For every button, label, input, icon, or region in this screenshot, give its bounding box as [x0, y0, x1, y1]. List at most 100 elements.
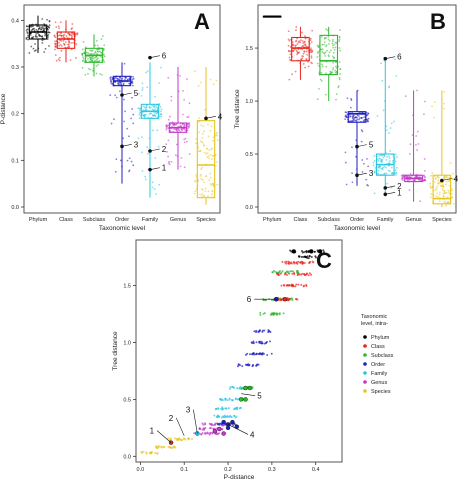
data-point: [155, 106, 158, 109]
data-point: [54, 48, 56, 51]
data-point: [436, 185, 439, 188]
data-point: [200, 177, 203, 180]
data-point: [160, 113, 163, 115]
panel-label: C: [316, 248, 332, 273]
data-point: [48, 45, 50, 47]
legend-item-phylum: Phylum: [371, 335, 390, 341]
data-point: [345, 116, 348, 119]
data-point: [202, 141, 204, 144]
data-point: [48, 20, 51, 23]
data-point: [365, 178, 368, 181]
data-point: [255, 352, 258, 355]
data-point: [355, 155, 357, 158]
y-tick-label: 0.2: [11, 112, 19, 118]
data-point: [320, 35, 323, 38]
data-point: [206, 195, 209, 198]
data-point: [167, 437, 170, 440]
data-point: [292, 283, 295, 286]
data-point: [174, 123, 177, 126]
data-point: [351, 146, 353, 149]
box-class: [291, 36, 310, 62]
data-point: [154, 107, 157, 110]
data-point: [438, 193, 441, 196]
data-point: [416, 130, 419, 133]
data-point: [322, 251, 325, 254]
data-point: [416, 89, 418, 92]
data-point: [141, 82, 144, 85]
data-point: [408, 189, 411, 191]
data-point: [304, 66, 307, 69]
data-point: [68, 40, 70, 43]
data-point: [184, 124, 187, 127]
data-point: [388, 157, 391, 160]
data-point: [273, 269, 276, 272]
data-point: [232, 386, 235, 389]
data-point: [308, 254, 311, 257]
data-point: [301, 55, 304, 57]
data-point: [389, 150, 392, 152]
data-point: [385, 129, 388, 132]
data-point: [224, 407, 227, 410]
data-point: [442, 195, 445, 198]
data-point: [83, 52, 86, 54]
data-point: [69, 59, 72, 62]
data-point: [252, 340, 255, 343]
data-point: [227, 407, 230, 410]
data-point: [222, 415, 225, 418]
annotation-leader: [175, 417, 185, 436]
annotation-label: 1: [397, 188, 402, 197]
data-point: [30, 36, 33, 39]
data-point: [293, 273, 296, 276]
data-point: [280, 298, 283, 301]
data-point: [93, 57, 95, 60]
data-point: [285, 260, 288, 263]
data-point: [214, 433, 217, 436]
data-point: [126, 127, 129, 130]
data-point: [408, 152, 411, 155]
data-point: [331, 40, 334, 43]
data-point: [337, 86, 340, 89]
data-point: [168, 160, 171, 163]
data-point: [141, 169, 144, 172]
data-point: [301, 40, 304, 42]
data-point: [353, 118, 355, 121]
data-point: [366, 157, 368, 160]
x-tick-label: Phylum: [29, 217, 48, 223]
data-point: [402, 173, 405, 176]
data-point: [318, 87, 320, 90]
box-species: [196, 120, 216, 199]
data-point: [34, 34, 37, 37]
data-point: [390, 122, 393, 125]
data-point: [443, 90, 446, 93]
data-point: [449, 162, 452, 164]
data-point: [278, 271, 281, 274]
data-point: [70, 48, 73, 51]
data-point: [89, 49, 92, 52]
data-point: [431, 105, 433, 108]
data-point: [299, 41, 302, 44]
data-point: [60, 35, 63, 37]
data-point: [41, 39, 44, 42]
data-point: [291, 299, 294, 302]
data-point: [43, 51, 46, 53]
data-point: [81, 66, 84, 69]
data-point: [423, 174, 425, 177]
data-point: [58, 27, 61, 30]
data-point: [404, 95, 407, 98]
data-point: [207, 123, 209, 126]
data-point: [155, 445, 158, 448]
data-point: [160, 446, 163, 449]
data-point: [268, 340, 271, 343]
data-point: [302, 44, 305, 47]
data-point: [445, 180, 448, 183]
data-point: [293, 261, 296, 264]
data-point: [300, 58, 303, 61]
data-point: [435, 188, 438, 191]
data-point: [335, 98, 337, 101]
data-point: [297, 260, 300, 263]
data-point: [156, 129, 159, 132]
data-point: [351, 172, 353, 175]
legend-swatch: [363, 371, 367, 375]
data-point: [200, 433, 203, 436]
data-point: [325, 72, 327, 75]
